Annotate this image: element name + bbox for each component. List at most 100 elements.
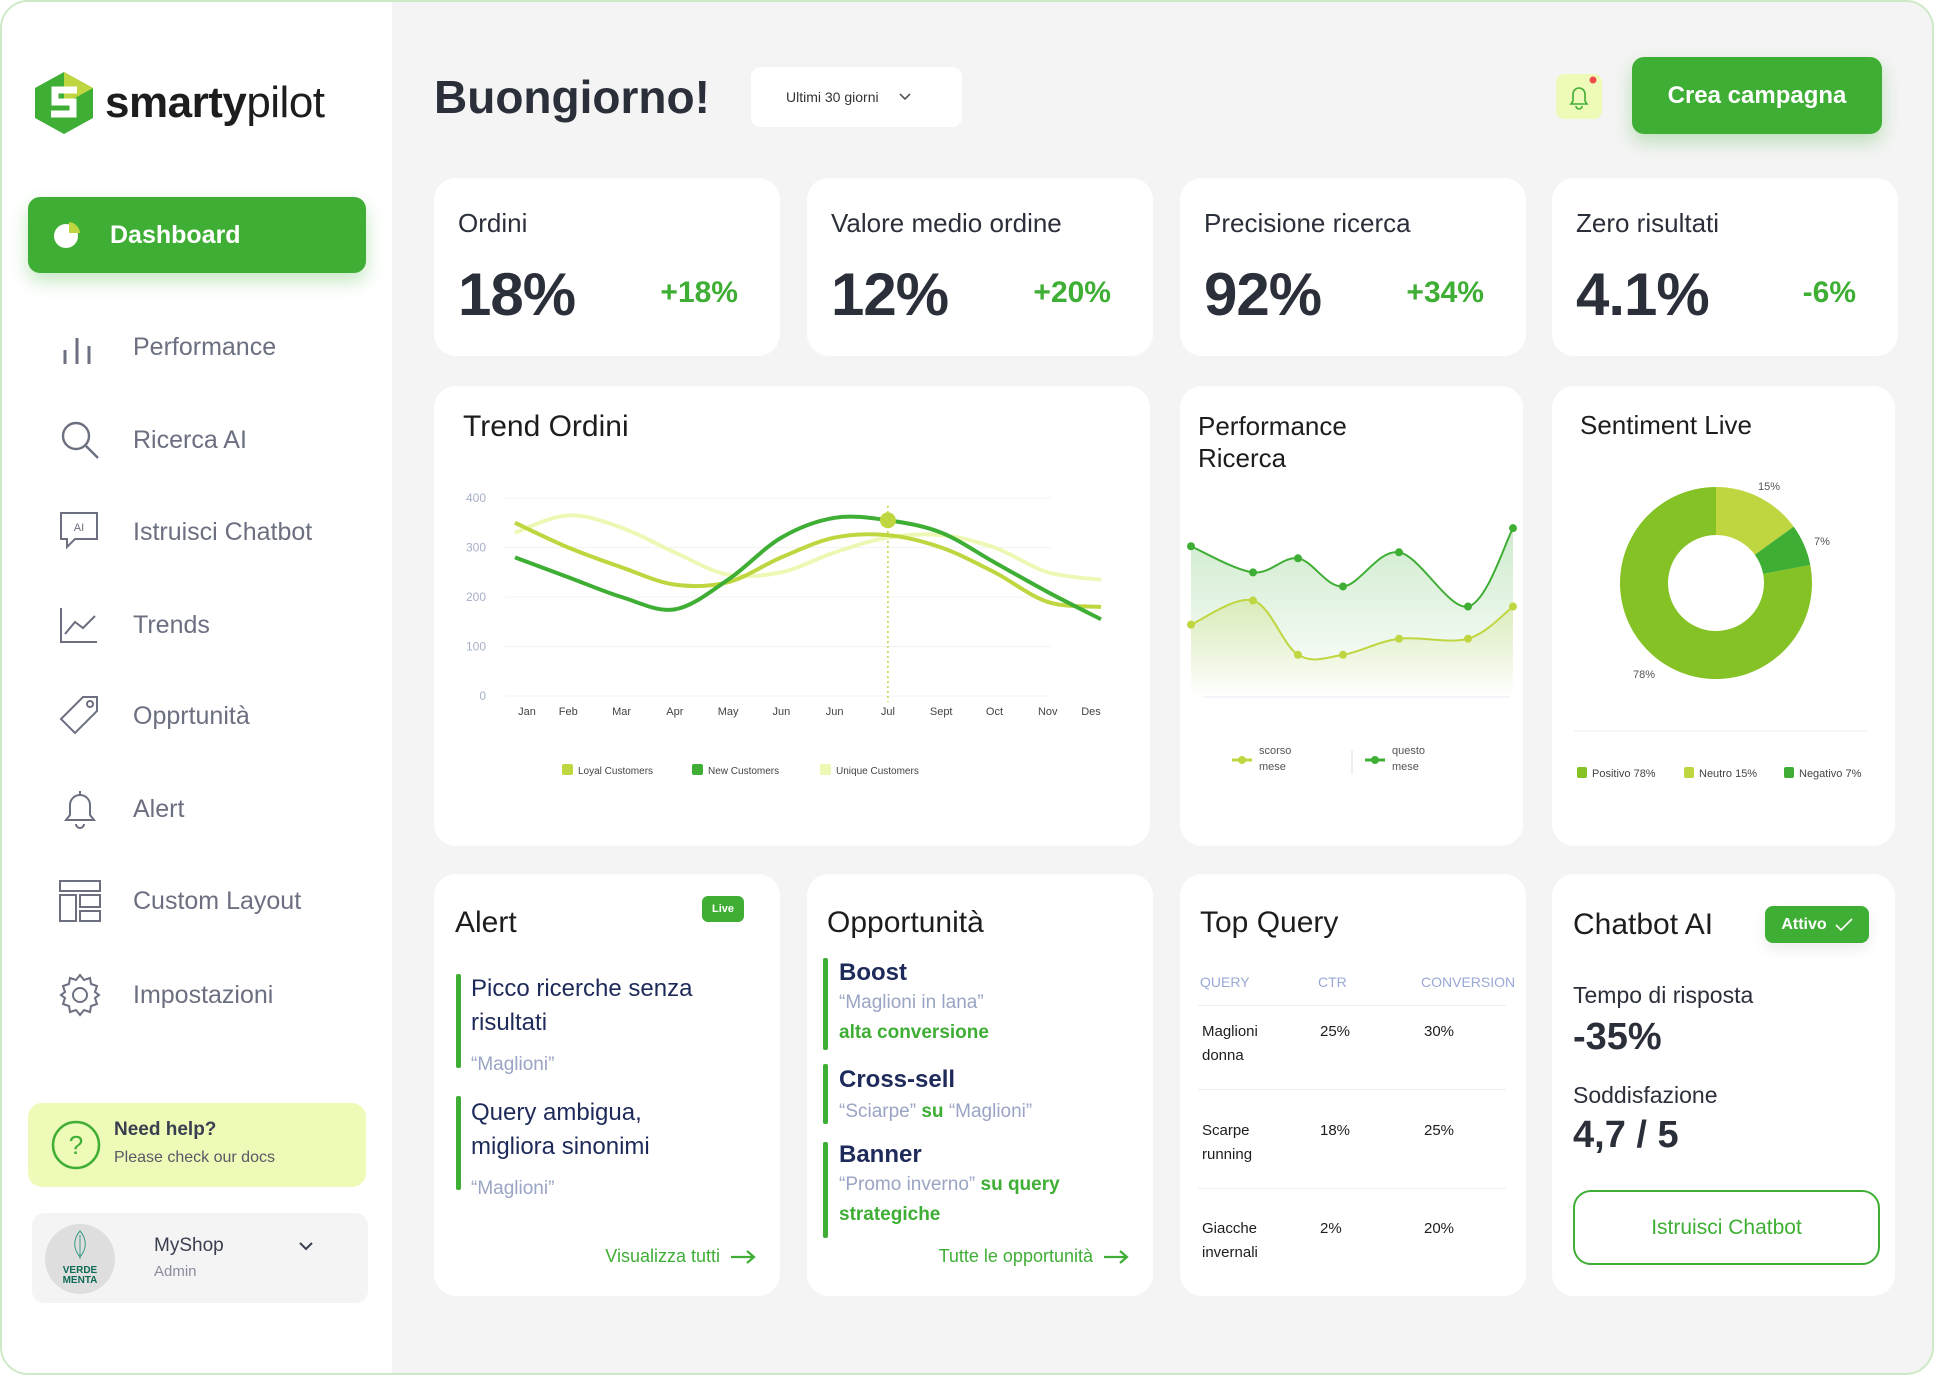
legend-marker [1238, 756, 1246, 764]
sidebar-item-label: Ricerca AI [133, 425, 247, 454]
kpi-value: 18% [458, 261, 576, 328]
kpi-card: Zero risultati 4.1% -6% [1552, 178, 1898, 356]
sidebar-item-performance[interactable]: Performance [57, 322, 276, 372]
legend-label: mese [1259, 761, 1286, 773]
opportunity-banner[interactable]: Banner “Promo inverno” su query strategich… [839, 1141, 1060, 1225]
kpi-value: 12% [831, 261, 949, 328]
data-point [1464, 602, 1472, 611]
bell-icon [1569, 76, 1597, 110]
kpi-delta: +34% [1406, 276, 1484, 309]
trend-orders-card: Trend Ordini 0 100 200 300 400 Jan Feb Mar Apr Ma… [434, 386, 1150, 846]
slice-label: 7% [1814, 536, 1830, 548]
legend-label: mese [1392, 761, 1419, 773]
line-chart-icon [60, 608, 97, 643]
kpi-delta: +20% [1033, 276, 1111, 309]
logo[interactable]: smartypilot [33, 70, 325, 136]
alert-item[interactable]: Picco ricerche senza risultati “Maglioni” [471, 975, 693, 1075]
opportunity-boost[interactable]: Boost “Maglioni in lana” alta conversione [839, 959, 989, 1043]
account-switcher[interactable]: VERDE MENTA MyShop Admin [32, 1213, 368, 1303]
sidebar-item-impostazioni[interactable]: Impostazioni [57, 970, 273, 1020]
query-cell: Maglioni donna [1202, 1023, 1258, 1064]
sidebar-item-istruisci-chatbot[interactable]: AI Istruisci Chatbot [57, 507, 312, 557]
series-area [1191, 599, 1513, 697]
data-point [1294, 554, 1302, 563]
top-query-card: Top Query QUERY CTR CONVERSION Maglioni d… [1180, 874, 1526, 1296]
y-tick-label: 100 [466, 640, 486, 654]
help-docs-link[interactable]: Please check our docs [114, 1149, 275, 1166]
sidebar-item-label: Impostazioni [133, 980, 274, 1009]
x-tick-label: Jul [881, 706, 895, 718]
y-tick-label: 400 [466, 491, 486, 505]
sidebar-item-trends[interactable]: Trends [57, 600, 210, 650]
data-point [1187, 620, 1195, 629]
help-title: Need help? [114, 1119, 217, 1140]
check-icon [1835, 917, 1853, 931]
accent-bar [823, 958, 828, 1050]
sidebar-item-dashboard[interactable]: Dashboard [28, 197, 366, 273]
legend-swatch [820, 764, 831, 775]
arrow-right-icon [731, 1249, 756, 1264]
live-badge: Live [702, 896, 744, 922]
conversion-cell: 30% [1424, 1023, 1455, 1040]
sidebar-item-opprtunità[interactable]: Opprtunità [57, 691, 250, 741]
card-title: Performance Ricerca [1198, 411, 1347, 473]
x-tick-label: Jun [826, 706, 844, 718]
legend-label: Positivo 78% [1592, 768, 1656, 780]
sidebar-item-ricerca-ai[interactable]: Ricerca AI [57, 415, 247, 465]
legend-label: Unique Customers [836, 766, 919, 777]
row-divider [1198, 1188, 1506, 1189]
sidebar-item-alert[interactable]: Alert [57, 784, 184, 834]
search-icon [61, 421, 99, 459]
ai-chat-icon: AI [60, 512, 98, 550]
x-tick-label: Des [1081, 706, 1101, 718]
data-point [1464, 634, 1472, 643]
tag-icon [59, 696, 98, 735]
legend-label: scorso [1259, 745, 1291, 757]
conversion-cell: 20% [1424, 1220, 1455, 1237]
opportunities-card: Opportunità Boost “Maglioni in lana” alta … [807, 874, 1153, 1296]
card-title: Sentiment Live [1580, 410, 1752, 440]
data-point [1339, 582, 1347, 591]
slice-negativo [1754, 526, 1811, 575]
legend-swatch [1784, 767, 1794, 778]
accent-bar [456, 974, 461, 1068]
sidebar-item-label: Alert [133, 794, 185, 823]
y-tick-label: 300 [466, 541, 486, 555]
alert-card: Alert Live Picco ricerche senza risultati… [434, 874, 780, 1296]
layout-icon [59, 880, 101, 922]
create-campaign-button[interactable]: Crea campagna [1632, 57, 1882, 134]
all-opportunities-link[interactable]: Tutte le opportunità [939, 1246, 1129, 1267]
view-all-alerts-link[interactable]: Visualizza tutti [605, 1246, 756, 1267]
sidebar-item-label: Performance [133, 332, 277, 361]
x-tick-label: Jan [518, 706, 536, 718]
train-chatbot-button[interactable]: Istruisci Chatbot [1573, 1190, 1880, 1265]
account-role: Admin [154, 1263, 197, 1280]
y-tick-label: 0 [479, 689, 486, 703]
y-tick-label: 200 [466, 590, 486, 604]
date-range-dropdown[interactable]: Ultimi 30 giorni [751, 67, 962, 127]
kpi-card: Precisione ricerca 92% +34% [1180, 178, 1526, 356]
leaf-icon [74, 1230, 86, 1259]
response-time-label: Tempo di risposta [1573, 982, 1754, 1008]
legend-label: Neutro 15% [1699, 768, 1757, 780]
data-point [1249, 596, 1257, 605]
alert-item[interactable]: Query ambigua, migliora sinonimi “Maglioni… [471, 1099, 650, 1199]
legend-label: Negativo 7% [1799, 768, 1862, 780]
svg-text:?: ? [69, 1130, 83, 1160]
card-title: Top Query [1200, 906, 1339, 939]
avatar: VERDE MENTA [45, 1224, 115, 1294]
notifications-button[interactable] [1556, 74, 1602, 119]
data-point [1339, 650, 1347, 659]
help-box[interactable]: ? Need help? Please check our docs [28, 1103, 366, 1187]
legend-swatch [1577, 767, 1587, 778]
ctr-cell: 18% [1320, 1122, 1351, 1139]
opportunity-cross-sell[interactable]: Cross-sell “Sciarpe” su “Maglioni” [839, 1066, 1033, 1122]
bell-icon [63, 791, 97, 829]
ctr-cell: 2% [1320, 1220, 1342, 1237]
gear-icon [59, 973, 101, 1017]
ctr-cell: 25% [1320, 1023, 1351, 1040]
series-line-loyal-customers [514, 520, 1102, 609]
data-point [1294, 650, 1302, 659]
sidebar-item-custom-layout[interactable]: Custom Layout [57, 876, 301, 926]
row-divider [1198, 1089, 1506, 1090]
